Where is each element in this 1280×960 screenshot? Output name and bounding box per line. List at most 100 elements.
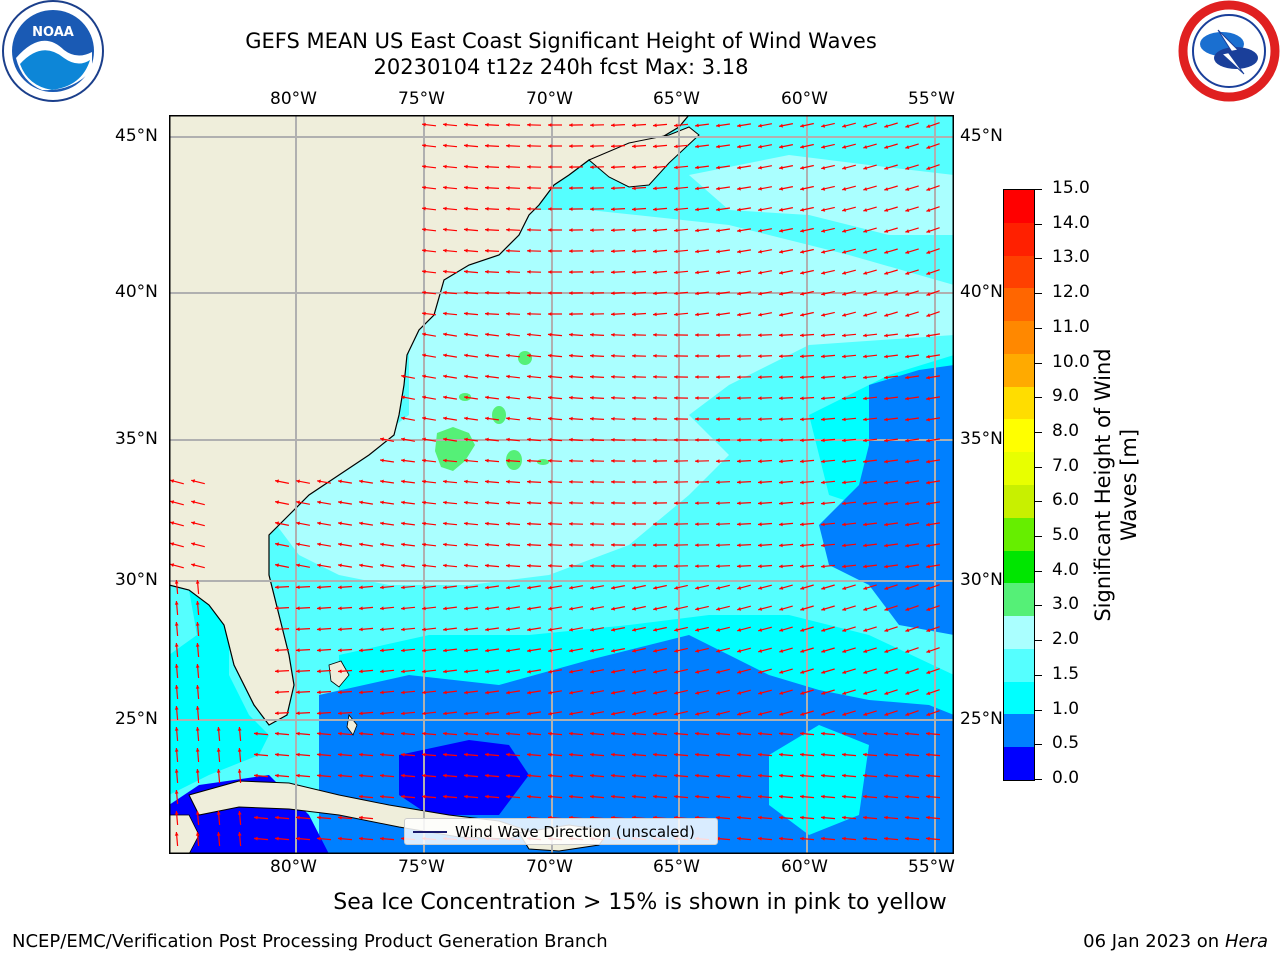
colorbar-tick-mark [1034, 536, 1042, 538]
wave-direction-arrowhead [590, 669, 594, 674]
wave-direction-arrowhead [422, 606, 426, 611]
wave-direction-arrowhead [296, 836, 300, 841]
wave-direction-arrowhead [422, 206, 426, 211]
wave-direction-arrowhead [632, 773, 636, 778]
wave-direction-arrowhead [779, 417, 783, 422]
wave-direction-arrowhead [401, 731, 405, 736]
wave-direction-arrowhead [527, 312, 531, 316]
wave-direction-arrowhead [653, 165, 657, 170]
wave-direction-arrowhead [527, 437, 531, 442]
wave-direction-arrowhead [548, 752, 552, 757]
wave-direction-arrowhead [527, 144, 531, 148]
wave-direction-arrowhead [779, 480, 783, 485]
wave-direction-arrowhead [359, 479, 363, 484]
wave-direction-arrowhead [695, 628, 700, 632]
wave-direction-arrowhead [737, 752, 741, 757]
colorbar-label: Significant Height of Wind Waves [m] [1091, 348, 1141, 622]
wave-direction-arrowhead [716, 815, 720, 820]
wave-direction-arrowhead [506, 542, 510, 547]
wave-direction-arrowhead [800, 186, 804, 191]
wave-direction-arrowhead [485, 122, 489, 127]
wave-direction-arrowhead [401, 458, 405, 463]
wave-direction-arrowhead [443, 500, 447, 505]
wave-direction-arrowhead [443, 122, 447, 127]
wave-direction-arrowhead [674, 207, 678, 212]
wave-direction-arrowhead [506, 773, 510, 778]
wave-direction-arrowhead [905, 543, 909, 548]
wave-direction-arrowhead [569, 648, 573, 653]
wave-direction-arrowhead [695, 501, 699, 505]
wave-direction-arrowhead [674, 585, 678, 590]
wave-direction-arrowhead [905, 124, 910, 128]
wave-direction-arrowhead [779, 564, 783, 569]
wave-direction-arrowhead [779, 144, 783, 149]
wave-direction-arrowhead [590, 270, 594, 274]
wave-direction-arrowhead [863, 836, 867, 841]
wave-direction-arrowhead [401, 563, 405, 568]
wave-direction-arrowhead [485, 648, 489, 653]
wave-direction-arrowhead [443, 627, 447, 632]
lon-label-top: 60°W [781, 89, 828, 109]
wave-direction-arrowhead [821, 691, 826, 695]
wave-direction-arrowhead [884, 815, 888, 820]
wave-direction-arrowhead [237, 832, 242, 836]
wave-direction-arrowhead [485, 500, 489, 505]
wave-direction-arrowhead [758, 522, 762, 527]
wave-direction-arrowhead [653, 752, 657, 757]
wave-direction-arrowhead [359, 521, 363, 526]
wave-direction-arrowhead [800, 836, 804, 841]
wave-direction-arrowhead [506, 794, 510, 799]
wave-direction-arrowhead [905, 607, 910, 611]
wave-direction-arrowhead [174, 685, 179, 689]
wave-direction-arrowhead [800, 249, 804, 254]
wave-direction-arrowhead [716, 522, 720, 527]
wave-direction-arrowhead [842, 333, 846, 338]
wave-direction-arrowhead [800, 501, 804, 506]
wave-direction-arrowhead [548, 521, 552, 526]
wave-direction-arrowhead [464, 711, 468, 716]
wave-direction-arrowhead [800, 480, 804, 485]
wave-direction-arrowhead [359, 794, 363, 799]
wave-direction-arrowhead [527, 207, 531, 211]
wave-direction-arrowhead [800, 649, 805, 653]
wave-direction-arrowhead [275, 773, 279, 778]
wave-direction-arrowhead [590, 144, 594, 148]
wave-direction-arrowhead [821, 333, 825, 338]
wave-direction-arrowhead [527, 500, 531, 505]
wave-direction-arrowhead [548, 416, 552, 421]
wave-direction-arrowhead [338, 500, 342, 505]
wave-direction-arrowhead [716, 312, 720, 317]
wave-direction-arrowhead [842, 752, 846, 757]
wave-direction-arrowhead [758, 773, 762, 778]
wave-direction-arrowhead [527, 270, 531, 274]
colorbar-tick-mark [1034, 570, 1042, 572]
wave-direction-arrowhead [884, 438, 888, 443]
wave-direction-arrowhead [716, 270, 720, 275]
wave-direction-arrowhead [905, 417, 909, 422]
wave-direction-arrowhead [548, 711, 552, 716]
wave-direction-arrowhead [842, 712, 847, 716]
wave-direction-arrowhead [464, 479, 468, 484]
wave-direction-arrowhead [527, 627, 531, 632]
wave-direction-arrowhead [506, 311, 510, 316]
wave-direction-arrowhead [737, 670, 742, 674]
wave-direction-arrowhead [527, 249, 531, 253]
wave-direction-arrowhead [653, 396, 657, 400]
wave-direction-arrowhead [359, 711, 363, 716]
wave-direction-arrowhead [401, 479, 405, 484]
wave-direction-arrowhead [926, 375, 930, 380]
wave-direction-arrowhead [905, 670, 910, 674]
wave-direction-arrowhead [506, 437, 510, 442]
wave-direction-arrowhead [464, 563, 468, 568]
wave-direction-arrowhead [527, 752, 531, 757]
wave-direction-arrowhead [569, 228, 573, 232]
wave-direction-arrowhead [863, 773, 867, 778]
wave-direction-arrowhead [422, 164, 426, 169]
wave-direction-arrowhead [779, 186, 783, 191]
colorbar-tick-mark [1034, 674, 1042, 676]
wave-direction-arrowhead [548, 542, 552, 547]
wave-direction-arrowhead [800, 333, 804, 338]
wave-direction-arrowhead [653, 249, 657, 254]
wave-direction-arrowhead [863, 691, 868, 695]
wave-direction-arrowhead [569, 690, 573, 695]
